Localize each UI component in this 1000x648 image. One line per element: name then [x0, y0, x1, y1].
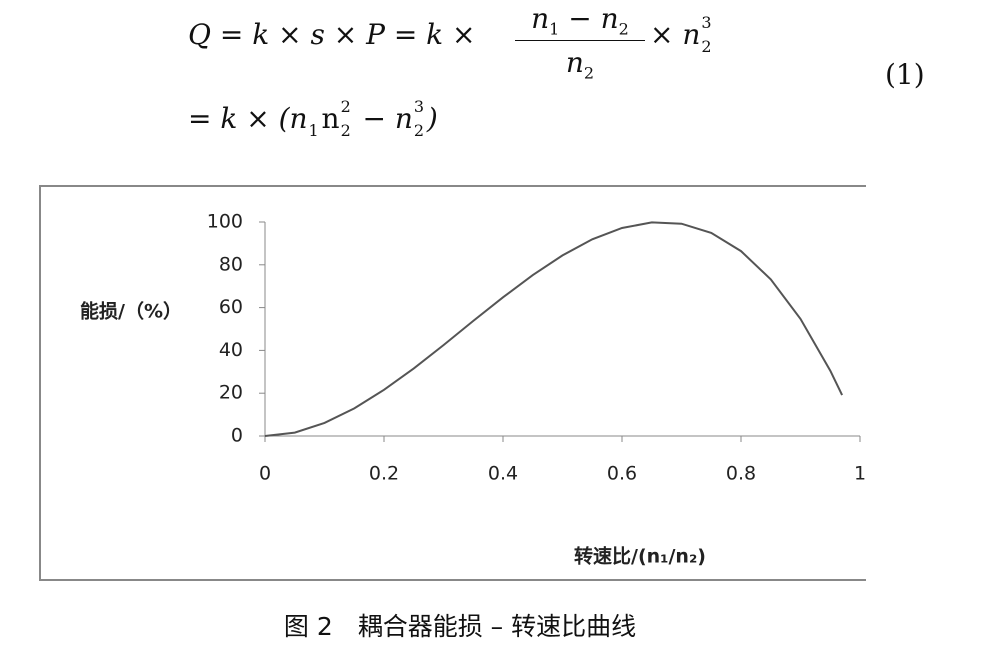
fraction-bar: [515, 40, 645, 41]
y-tick-label: 40: [219, 339, 243, 361]
equation-line2: = k × (n 1 n 2 2 − n 2 3): [188, 97, 438, 140]
eq-sub: 2: [413, 120, 425, 140]
y-tick-label: 100: [207, 211, 243, 233]
y-tick-label: 60: [219, 296, 243, 318]
chart-frame: [39, 185, 866, 581]
eq-text: Q = k × s × P = k ×: [188, 18, 476, 51]
eq-sup: 3: [701, 12, 712, 32]
eq-text: = k × (n: [188, 102, 308, 135]
x-tick-label: 0.4: [488, 463, 518, 485]
denominator: n2: [515, 46, 645, 83]
eq-text: − n: [568, 2, 619, 35]
eq-text: n: [321, 102, 340, 135]
equation-line1: Q = k × s × P = k ×: [188, 18, 476, 51]
equation-number: (1): [885, 58, 925, 91]
y-tick-label: 20: [219, 382, 243, 404]
eq-sub: 2: [583, 63, 595, 83]
curve: [264, 221, 844, 437]
eq-sup: 2: [340, 96, 351, 116]
eq-text: ): [426, 102, 438, 135]
numerator: n1 − n2: [515, 2, 645, 39]
x-tick-label: 1: [854, 463, 866, 485]
eq-text: n: [565, 46, 584, 79]
eq-sup: 3: [413, 96, 425, 116]
y-tick-label: 80: [219, 253, 243, 275]
x-tick-label: 0.8: [726, 463, 756, 485]
eq-sub: 2: [618, 19, 629, 39]
x-tick-label: 0.2: [369, 463, 399, 485]
eq-sub: 2: [701, 36, 712, 56]
eq-sub: 1: [308, 120, 319, 140]
eq-text: n: [531, 2, 550, 35]
eq-text: − n: [362, 102, 413, 135]
x-axis-title: 转速比/(n₁/n₂): [574, 545, 706, 568]
y-axis-title: 能损/（%）: [80, 300, 182, 323]
eq-sub: 1: [549, 19, 560, 39]
x-tick-label: 0.6: [607, 463, 637, 485]
eq-text: × n: [650, 18, 701, 51]
y-tick-label: 0: [231, 425, 243, 447]
x-tick-label: 0: [259, 463, 271, 485]
eq-sub: 2: [340, 120, 351, 140]
caption: 图 2 耦合器能损 – 转速比曲线: [284, 612, 636, 641]
